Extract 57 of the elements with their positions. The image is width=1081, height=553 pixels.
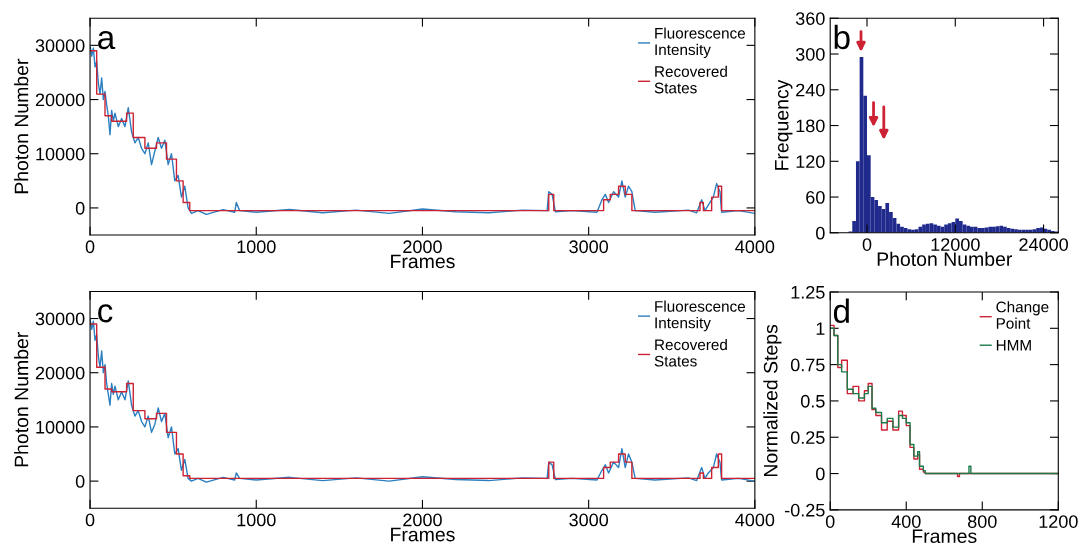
x-axis-title: Frames <box>391 527 455 542</box>
x-tick-label: 1000 <box>237 240 276 254</box>
y-tick-label: 1.25 <box>791 285 825 299</box>
x-axis-title: Photon Number <box>877 251 1013 267</box>
legend-label: HMM <box>996 340 1031 351</box>
y-tick-label: 300 <box>795 47 825 61</box>
x-tick-label: 3000 <box>569 240 609 254</box>
y-tick-label: 0.5 <box>800 394 825 408</box>
legend-label: Change Point <box>996 301 1049 329</box>
y-axis-title: Normalized Steps <box>763 324 782 477</box>
y-axis-title: Photon Number <box>14 332 29 467</box>
y-tick-label: 30000 <box>35 312 85 326</box>
y-tick-label: 20000 <box>35 366 85 380</box>
x-tick-label: 1200 <box>1039 515 1078 528</box>
chart-title: c <box>98 304 113 323</box>
x-axis-title: Frames <box>391 254 455 269</box>
y-tick-label: 10000 <box>36 420 85 434</box>
y-tick-label: -0.25 <box>785 503 825 517</box>
y-tick-label: 20000 <box>35 93 85 107</box>
y-tick-label: 0 <box>816 467 825 481</box>
x-tick-label: 0 <box>85 240 95 254</box>
y-tick-label: 0 <box>816 226 825 240</box>
x-tick-label: 400 <box>891 515 921 528</box>
y-tick-label: 0 <box>75 201 85 215</box>
y-tick-label: 0 <box>75 475 85 488</box>
x-tick-label: 1000 <box>237 513 276 527</box>
y-tick-label: 360 <box>795 12 825 25</box>
legend-label: Fluorescence Intensity <box>655 300 746 332</box>
chart-title: d <box>833 298 849 323</box>
legend-label: Recovered States <box>654 65 727 94</box>
y-axis-title: Frequency <box>775 79 793 170</box>
chart-title: a <box>98 30 116 50</box>
y-tick-label: 180 <box>796 119 825 133</box>
x-tick-label: 4000 <box>735 240 775 254</box>
y-tick-label: 30000 <box>35 39 85 53</box>
y-tick-label: 0.75 <box>790 358 825 372</box>
y-axis-title: Photon Number <box>14 58 29 194</box>
x-tick-label: 12000 <box>931 238 980 251</box>
chart-title: b <box>834 24 850 50</box>
x-tick-label: 2000 <box>403 240 442 254</box>
y-tick-label: 60 <box>806 190 825 204</box>
x-tick-label: 0 <box>862 238 872 251</box>
legend-label: Fluorescence Intensity <box>655 27 746 59</box>
y-tick-label: 0.25 <box>790 431 825 444</box>
x-tick-label: 0 <box>85 513 95 527</box>
x-tick-label: 4000 <box>735 513 775 527</box>
x-tick-label: 24000 <box>1019 238 1068 251</box>
legend-label: Recovered States <box>654 338 727 367</box>
x-tick-label: 2000 <box>403 513 442 527</box>
y-tick-label: 240 <box>796 83 825 97</box>
x-tick-label: 0 <box>825 515 835 528</box>
x-tick-label: 3000 <box>569 513 609 527</box>
y-tick-label: 10000 <box>36 147 85 161</box>
x-tick-label: 800 <box>967 515 997 528</box>
x-axis-title: Frames <box>912 529 977 544</box>
y-tick-label: 120 <box>796 155 825 169</box>
y-tick-label: 1 <box>816 322 825 335</box>
